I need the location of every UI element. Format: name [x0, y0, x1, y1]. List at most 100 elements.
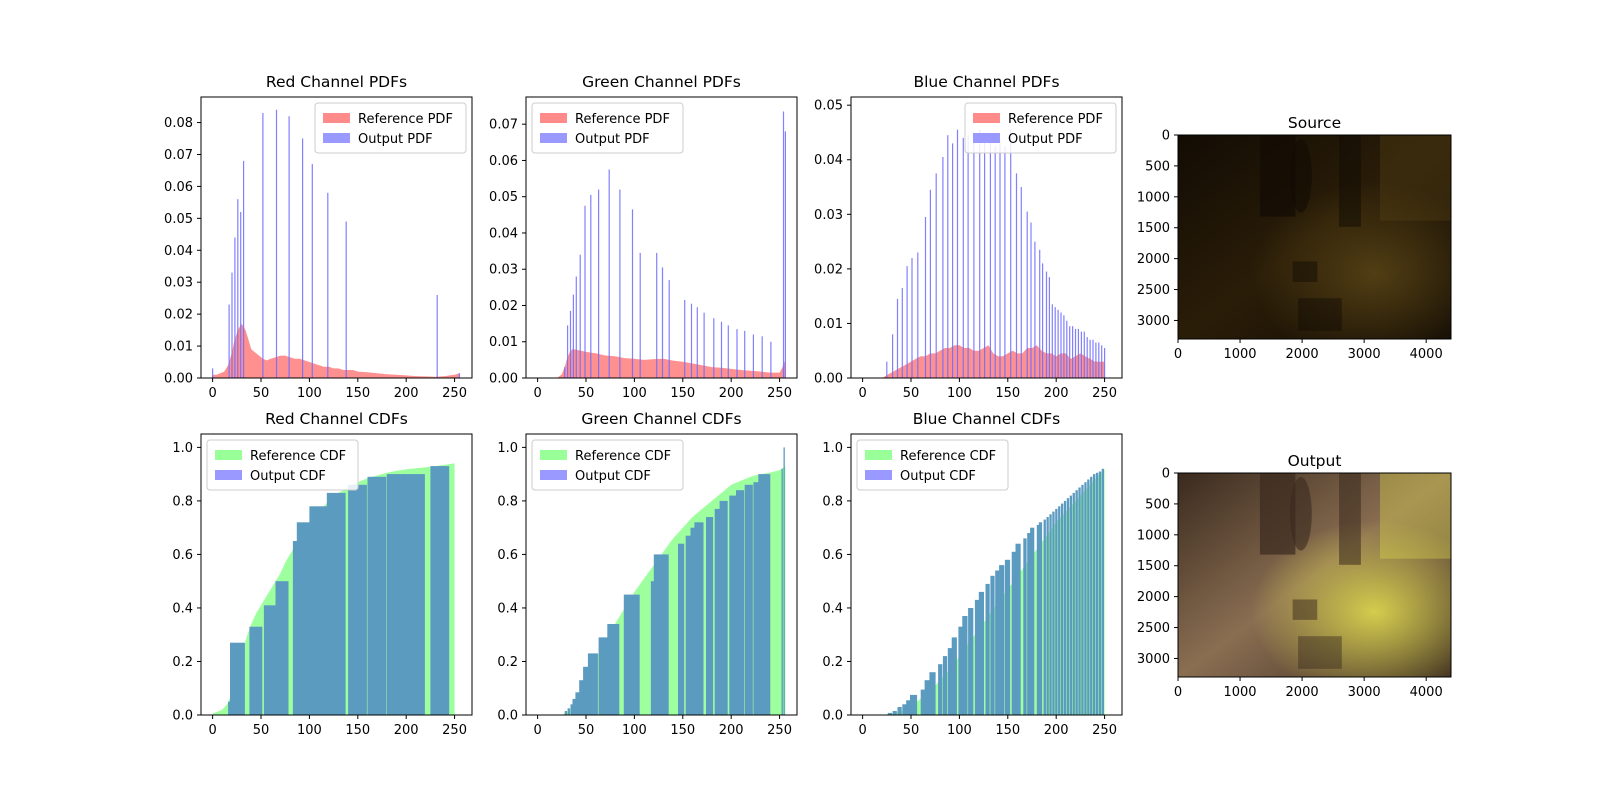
- photo-stepping-stone: [1298, 298, 1342, 331]
- axes-frame: [200, 96, 473, 379]
- output-pdf-bar: [947, 135, 949, 378]
- output-cdf-bar: [974, 599, 980, 715]
- output-cdf-bar: [1093, 474, 1096, 715]
- output-pdf-bar: [989, 135, 991, 378]
- legend-label: Reference PDF: [1008, 112, 1103, 127]
- output-cdf-bar: [999, 565, 1005, 715]
- output-pdf-bar: [262, 113, 264, 378]
- output-cdf-bar: [1030, 527, 1035, 715]
- chart-title: Green Channel CDFs: [581, 410, 741, 428]
- x-tick-label: 0: [533, 386, 541, 401]
- output-cdf-bar: [1049, 514, 1052, 715]
- legend: Reference PDF Output PDF: [964, 102, 1117, 154]
- output-cdf-bar: [570, 704, 573, 715]
- output-pdf-bar: [345, 221, 347, 378]
- output-cdf-bar: [990, 575, 995, 715]
- x-tick-label: 150: [670, 386, 695, 401]
- output-cdf-bar: [1075, 490, 1078, 715]
- output-pdf-bar: [967, 135, 969, 378]
- output-cdf-bar: [910, 694, 918, 715]
- output-pdf-bar: [770, 341, 772, 378]
- output-pdf-bar: [979, 129, 981, 378]
- chart-panel-4: Green Channel CDFs 0 50 100 150 200 250 0.0 0.2 0…: [497, 410, 798, 738]
- image-title: Source: [1288, 114, 1341, 132]
- legend-label: Output PDF: [575, 132, 650, 147]
- x-tick-label: 250: [442, 723, 467, 738]
- legend-swatch: [540, 470, 567, 480]
- output-cdf-bar: [1063, 500, 1067, 715]
- output-cdf-bar: [902, 704, 907, 715]
- output-pdf-bar: [1015, 173, 1018, 378]
- x-tick-label: 0: [858, 723, 866, 738]
- y-tick-label: 0.2: [497, 655, 518, 670]
- output-cdf-bar: [694, 522, 704, 715]
- output-cdf-bar: [1081, 484, 1084, 715]
- y-tick-label: 0.07: [489, 118, 518, 133]
- output-cdf-bar: [1078, 487, 1081, 715]
- output-cdf-bar: [1036, 525, 1040, 715]
- output-pdf-bar: [994, 146, 996, 378]
- output-cdf-bar: [958, 626, 963, 715]
- output-pdf-bar: [243, 160, 245, 378]
- axes-frame: [850, 96, 1123, 379]
- output-pdf-bar: [1004, 146, 1006, 378]
- y-tick-label: 2000: [1137, 590, 1170, 605]
- output-pdf-bar: [661, 267, 664, 378]
- photo-doorway: [1259, 135, 1296, 217]
- output-pdf-bar: [956, 129, 959, 378]
- output-pdf-bar: [458, 373, 460, 378]
- output-pdf-bar: [564, 367, 566, 378]
- output-cdf-bar: [1027, 533, 1031, 715]
- x-tick-label: 0: [1174, 685, 1182, 700]
- x-tick-label: 0: [858, 386, 866, 401]
- output-cdf-bar: [1066, 498, 1070, 715]
- y-tick-label: 0.05: [489, 190, 518, 205]
- x-tick-label: 200: [1044, 386, 1069, 401]
- x-tick-label: 200: [719, 723, 744, 738]
- photo-highlight: [1178, 473, 1451, 677]
- output-pdf-bar: [942, 157, 944, 378]
- output-pdf-bar: [1051, 304, 1053, 378]
- legend: Reference CDF Output CDF: [206, 439, 359, 491]
- output-pdf-bar: [1089, 339, 1091, 378]
- output-cdf-bar: [1087, 479, 1090, 715]
- output-pdf-bar: [584, 205, 586, 378]
- output-pdf-bar: [567, 325, 569, 378]
- output-pdf-bar: [668, 280, 670, 378]
- output-pdf-bar: [886, 361, 888, 378]
- output-cdf-bar: [623, 594, 640, 715]
- y-tick-label: 0.4: [497, 601, 518, 616]
- y-tick-label: 0.05: [814, 99, 843, 114]
- output-pdf-bar: [619, 189, 621, 378]
- output-pdf-bar: [631, 209, 634, 378]
- legend: Reference CDF Output CDF: [531, 439, 684, 491]
- y-tick-label: 0: [1162, 129, 1170, 144]
- chart-title: Blue Channel PDFs: [913, 73, 1059, 91]
- output-cdf-bar: [1015, 543, 1021, 715]
- y-tick-label: 0.06: [489, 154, 518, 169]
- output-cdf-bar: [296, 522, 312, 715]
- legend-swatch: [973, 133, 1000, 143]
- x-tick-label: 2000: [1286, 685, 1319, 700]
- output-pdf-bar: [696, 307, 698, 378]
- output-cdf-bar: [402, 474, 425, 715]
- output-pdf-bar: [684, 300, 686, 378]
- output-pdf-bar: [1045, 271, 1048, 378]
- output-cdf-bar: [1038, 522, 1043, 715]
- output-pdf-bar: [1069, 326, 1071, 378]
- output-pdf-bar: [896, 298, 899, 378]
- output-cdf-bar: [887, 712, 892, 715]
- output-cdf-bar: [924, 680, 930, 715]
- output-pdf-bar: [906, 266, 908, 378]
- output-cdf-bar: [985, 583, 990, 715]
- photo-right-arch: [1380, 473, 1451, 559]
- output-pdf-bar: [952, 143, 954, 378]
- output-pdf-bar: [917, 252, 919, 378]
- y-tick-label: 0.02: [814, 262, 843, 277]
- x-tick-label: 100: [947, 386, 972, 401]
- output-pdf-bar: [572, 294, 574, 378]
- photo-doorway: [1259, 473, 1296, 555]
- output-pdf-bar: [579, 254, 581, 378]
- chart-panel-1: Green Channel PDFs 0 50 100 150 200 250 0.00 0.0…: [489, 73, 798, 401]
